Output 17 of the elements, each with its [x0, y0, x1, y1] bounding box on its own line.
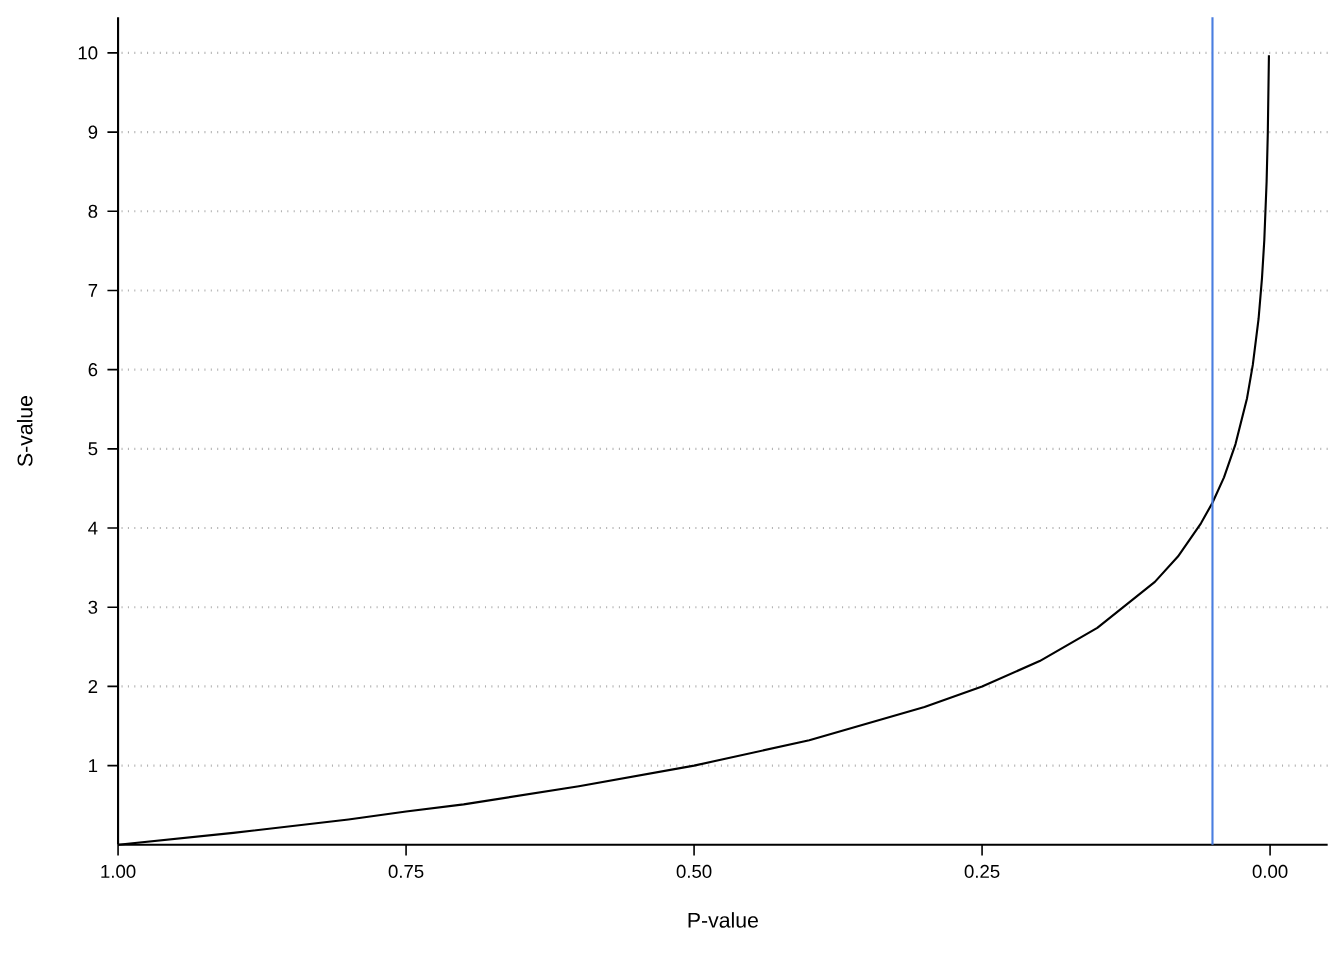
y-tick-label: 10 — [78, 46, 98, 60]
y-tick-label: 7 — [88, 284, 98, 297]
y-tick-label: 1 — [89, 759, 98, 773]
y-tick-label: 6 — [88, 363, 98, 377]
y-tick-label: 4 — [88, 521, 98, 535]
y-tick-label: 8 — [88, 204, 98, 218]
y-tick-label: 9 — [88, 125, 98, 139]
x-tick-label: 0.75 — [388, 864, 424, 878]
x-tick-label: 0.25 — [964, 864, 1000, 878]
y-tick-label: 5 — [88, 442, 98, 456]
y-axis-title: S-value — [16, 395, 33, 467]
x-tick-label: 0.00 — [1252, 864, 1288, 878]
x-tick-label: 0.50 — [676, 864, 712, 878]
y-tick-label: 2 — [88, 679, 98, 693]
x-tick-label: 1.00 — [101, 864, 136, 878]
y-tick-label: 3 — [88, 600, 98, 614]
x-axis-title: P-value — [688, 912, 758, 928]
